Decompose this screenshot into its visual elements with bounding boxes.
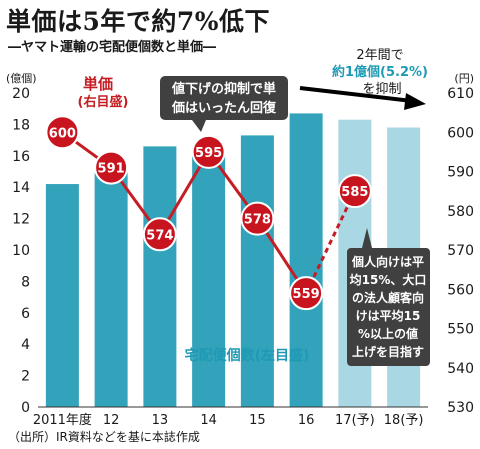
left-tick-label: 20 [12,86,30,102]
trend-arrow-head [404,93,426,110]
left-tick-label: 4 [21,337,30,353]
left-tick-label: 6 [21,306,30,322]
x-tick-label: 16 [298,413,315,428]
price-label-5: 559 [293,287,320,302]
x-tick-label: 15 [249,413,266,428]
right-tick-label: 540 [447,361,474,377]
x-tick-label: 2011年度 [33,412,92,428]
chart-subtitle: ―ヤマト運輸の宅配便個数と単価― [8,40,217,55]
arrow-note-line1: 2年間で [356,48,403,63]
callout-right-line: %以上の値 [358,326,418,341]
bar-3 [192,152,226,407]
price-marker-3 [191,134,226,169]
arrow-note-line2: 約1億個(5.2%) [332,64,428,80]
left-tick-label: 0 [21,400,30,416]
callout-top-line: 値下げの抑制で単 [171,81,276,97]
price-marker-6 [337,174,372,209]
price-label-0: 600 [49,126,76,141]
callout-right-pointer [362,228,372,248]
price-marker-1 [94,150,129,185]
bar-1 [94,173,128,407]
bar-2 [143,146,177,407]
x-tick-label: 17(予) [335,413,375,428]
price-axis-label: (右目盛) [78,94,129,110]
x-tick-label: 18(予) [384,413,424,428]
left-tick-label: 12 [12,212,30,228]
callout-right-line: 個人向けは平 [351,254,424,269]
right-tick-label: 580 [447,204,474,220]
bar-4 [240,135,274,407]
right-tick-label: 600 [447,125,474,141]
right-tick-label: 590 [447,165,474,181]
x-tick-label: 14 [200,413,217,428]
callout-right-line: 上げを目指す [352,344,424,359]
left-tick-label: 14 [12,180,30,196]
callout-right-line: けは平均15 [356,308,421,323]
price-line-projected [304,190,357,294]
left-axis-unit: (億個) [6,72,37,85]
bar-5 [289,113,323,407]
trend-arrow-shaft [299,86,413,103]
price-label-6: 585 [341,185,368,200]
left-tick-label: 8 [21,274,30,290]
right-tick-label: 550 [447,322,474,338]
callout-right-line: の法人顧客向 [352,290,424,305]
left-tick-label: 10 [12,243,30,259]
price-label-1: 591 [98,162,125,177]
price-label-2: 574 [146,228,173,243]
callout-top-pointer [192,120,206,132]
price-label-4: 578 [244,213,271,228]
callout-right-line: 均15%、大口 [350,272,427,287]
left-tick-label: 16 [12,149,30,165]
price-label-3: 595 [195,146,222,161]
right-tick-label: 570 [447,243,474,259]
left-tick-label: 18 [12,117,30,133]
arrow-note-line3: を抑制 [362,82,401,97]
right-tick-label: 610 [447,86,474,102]
callout-top-box [160,76,288,120]
price-legend-label: 単価 [83,75,113,93]
left-tick-label: 2 [21,369,30,385]
price-marker-0 [45,115,80,150]
x-tick-label: 12 [103,413,120,428]
right-tick-label: 530 [447,400,474,416]
source-note: （出所）IR資料などを基に本誌作成 [8,430,200,444]
price-marker-5 [289,276,324,311]
price-marker-2 [142,217,177,252]
chart-title: 単価は5年で約7%低下 [6,7,271,36]
right-axis-unit: (円) [454,72,474,85]
callout-top-line: 価はいったん回復 [171,100,277,116]
bar-legend-label: 宅配便個数(左目盛) [185,347,310,364]
right-tick-label: 560 [447,282,474,298]
price-marker-4 [240,201,275,236]
x-tick-label: 13 [152,413,169,428]
bar-0 [45,184,79,407]
callout-right-box [347,248,430,366]
